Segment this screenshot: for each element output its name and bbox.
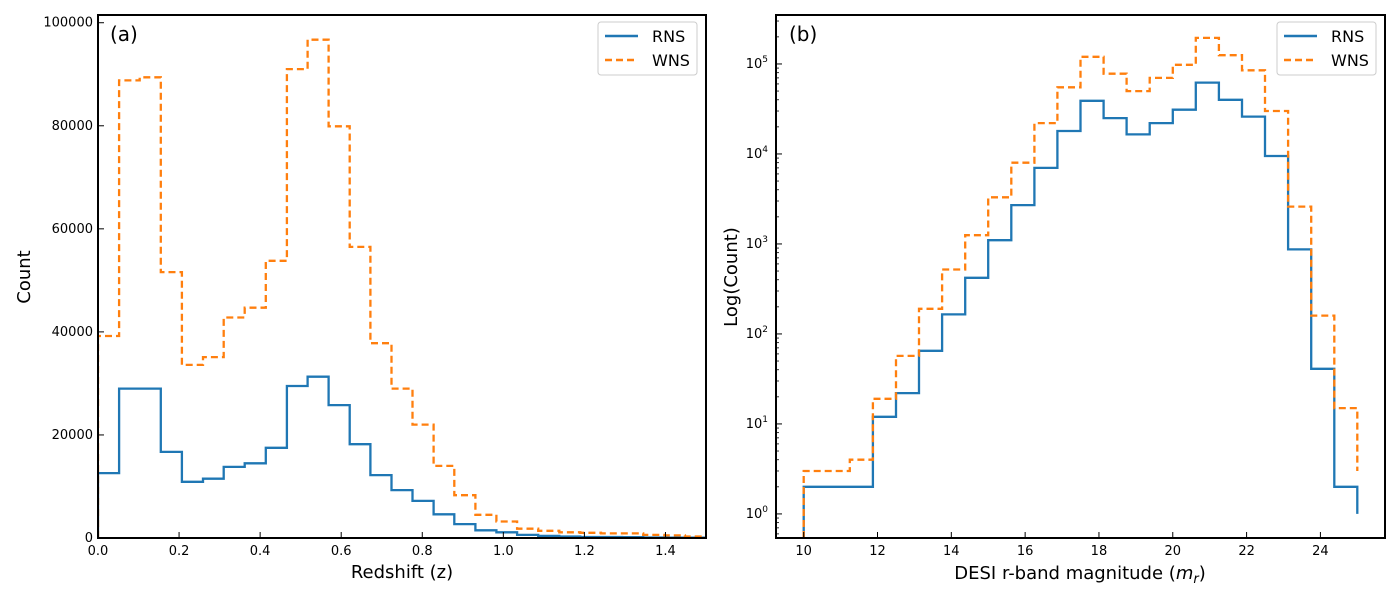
- panel-b-y-axis-label: Log(Count): [721, 227, 742, 327]
- panel-b-x-tick-label: 14: [943, 544, 960, 559]
- panel-b-x-tick-label: 10: [795, 544, 812, 559]
- panel-a-x-tick-label: 1.2: [574, 544, 595, 559]
- panel-b-x-tick-label: 20: [1164, 544, 1181, 559]
- panel-b-x-axis-label-text: DESI r-band magnitude: [954, 563, 1163, 584]
- panel-b-y-tick-label: 104: [746, 145, 769, 162]
- panel-a-redshift-histogram: 0.0 0.2 0.4 0.6 0.8 1.0 1.2 1.4 0 20000 40000 60000…: [14, 14, 707, 583]
- panel-b-magnitude-histogram: 10 12 14 16 18 20 22 24 100 101 102 103 104 105 (b) D…: [721, 14, 1386, 587]
- panel-a-x-tick-label: 1.4: [655, 544, 676, 559]
- panel-a-x-tick-label: 0.6: [331, 544, 352, 559]
- panel-b-legend-wns-label: WNS: [1331, 51, 1369, 70]
- panel-a-y-tick-label: 60000: [52, 222, 93, 237]
- panel-a-y-tick-label: 100000: [43, 16, 93, 31]
- panel-a-frame: [97, 14, 707, 539]
- panel-b-legend-rns-label: RNS: [1331, 27, 1364, 46]
- panel-b-wns-histogram-line: [802, 36, 1359, 538]
- panel-b-frame: [775, 14, 1386, 539]
- panel-a-y-tick-label: 40000: [52, 325, 93, 340]
- panel-b-y-tick-label: 103: [746, 235, 768, 252]
- panel-a-wns-histogram-line: [98, 38, 706, 538]
- panel-a-legend-rns-label: RNS: [652, 27, 685, 46]
- panel-a-y-axis-label: Count: [14, 250, 35, 303]
- panel-b-x-tick-label: 24: [1312, 544, 1329, 559]
- panel-b-x-axis-label-symbol: m: [1176, 563, 1194, 584]
- panel-a-x-tick-label: 1.0: [493, 544, 514, 559]
- panel-a-y-tick-label: 20000: [52, 428, 93, 443]
- panel-b-x-axis-label: DESI r-band magnitude (mr): [954, 563, 1206, 587]
- panel-a-y-tick-label: 0: [85, 531, 93, 546]
- panel-b-x-tick-label: 12: [869, 544, 886, 559]
- panel-b-y-tick-label: 105: [746, 55, 768, 72]
- panel-a-legend: RNS WNS: [597, 21, 698, 76]
- panel-b-legend: RNS WNS: [1276, 21, 1377, 76]
- panel-b-x-tick-label: 18: [1091, 544, 1108, 559]
- panel-b-y-tick-label: 102: [746, 325, 768, 342]
- panel-b-y-tick-label: 100: [746, 505, 769, 522]
- panel-a-legend-wns-label: WNS: [652, 51, 690, 70]
- panel-a-x-axis-label: Redshift (z): [351, 562, 453, 583]
- panel-a-y-tick-label: 80000: [52, 119, 93, 134]
- panel-b-rns-histogram-line: [802, 81, 1359, 538]
- panel-a-x-tick-label: 0.8: [412, 544, 433, 559]
- panel-b-x-tick-label: 22: [1238, 544, 1255, 559]
- panel-b-y-tick-label: 101: [746, 415, 768, 432]
- panel-b-label: (b): [789, 22, 817, 46]
- panel-b-x-tick-label: 16: [1017, 544, 1034, 559]
- panel-a-label: (a): [110, 22, 138, 46]
- panel-a-x-tick-label: 0.2: [169, 544, 190, 559]
- panel-a-x-tick-label: 0.0: [88, 544, 109, 559]
- panel-b-x-axis-label-subscript: r: [1193, 572, 1200, 587]
- panel-a-x-tick-label: 0.4: [250, 544, 271, 559]
